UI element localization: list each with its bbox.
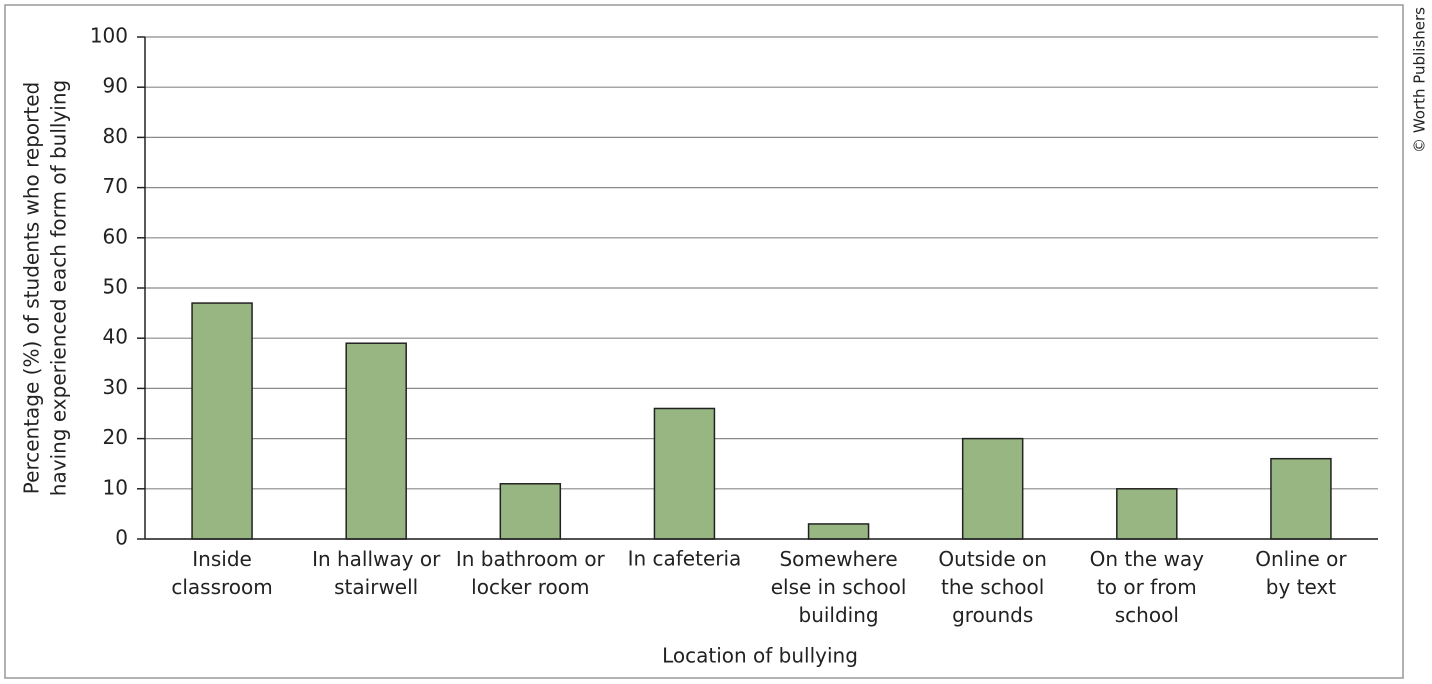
y-tick-label: 50 [103,275,128,299]
bar [1270,457,1332,540]
x-tick-label: Inside classroom [171,547,272,599]
x-tick-label: In hallway or stairwell [312,547,441,599]
y-tick-label: 20 [103,425,128,449]
y-tick-label: 40 [103,325,128,349]
bar [961,437,1024,540]
credit: © Worth Publishers [1411,7,1429,153]
y-tick-label: 90 [103,74,128,98]
frame [4,4,1404,679]
y-tick-label: 70 [103,174,128,198]
y-tick-label: 80 [103,124,128,148]
bar [1116,488,1178,540]
x-tick-label: Online or by text [1255,547,1347,599]
x-tick-label: Somewhere else in school building [771,547,907,627]
x-tick-label: In bathroom or locker room [456,547,606,599]
bar [345,342,407,540]
x-tick-label: Outside on the school grounds [938,547,1047,627]
y-tick-label: 10 [103,475,128,499]
y-axis-title: Percentage (%) of students who reported h… [19,80,70,496]
bar [191,302,253,540]
x-axis-title: Location of bullying [662,644,858,668]
y-tick-label: 30 [103,375,128,399]
x-tick-label: In cafeteria [628,547,742,571]
y-tick-label: 0 [115,526,128,550]
bar [499,483,562,540]
x-tick-label: On the way to or from school [1090,547,1205,627]
y-tick-label: 100 [90,24,128,48]
bar [807,523,870,540]
bar [653,407,716,540]
y-tick-label: 60 [103,224,128,248]
